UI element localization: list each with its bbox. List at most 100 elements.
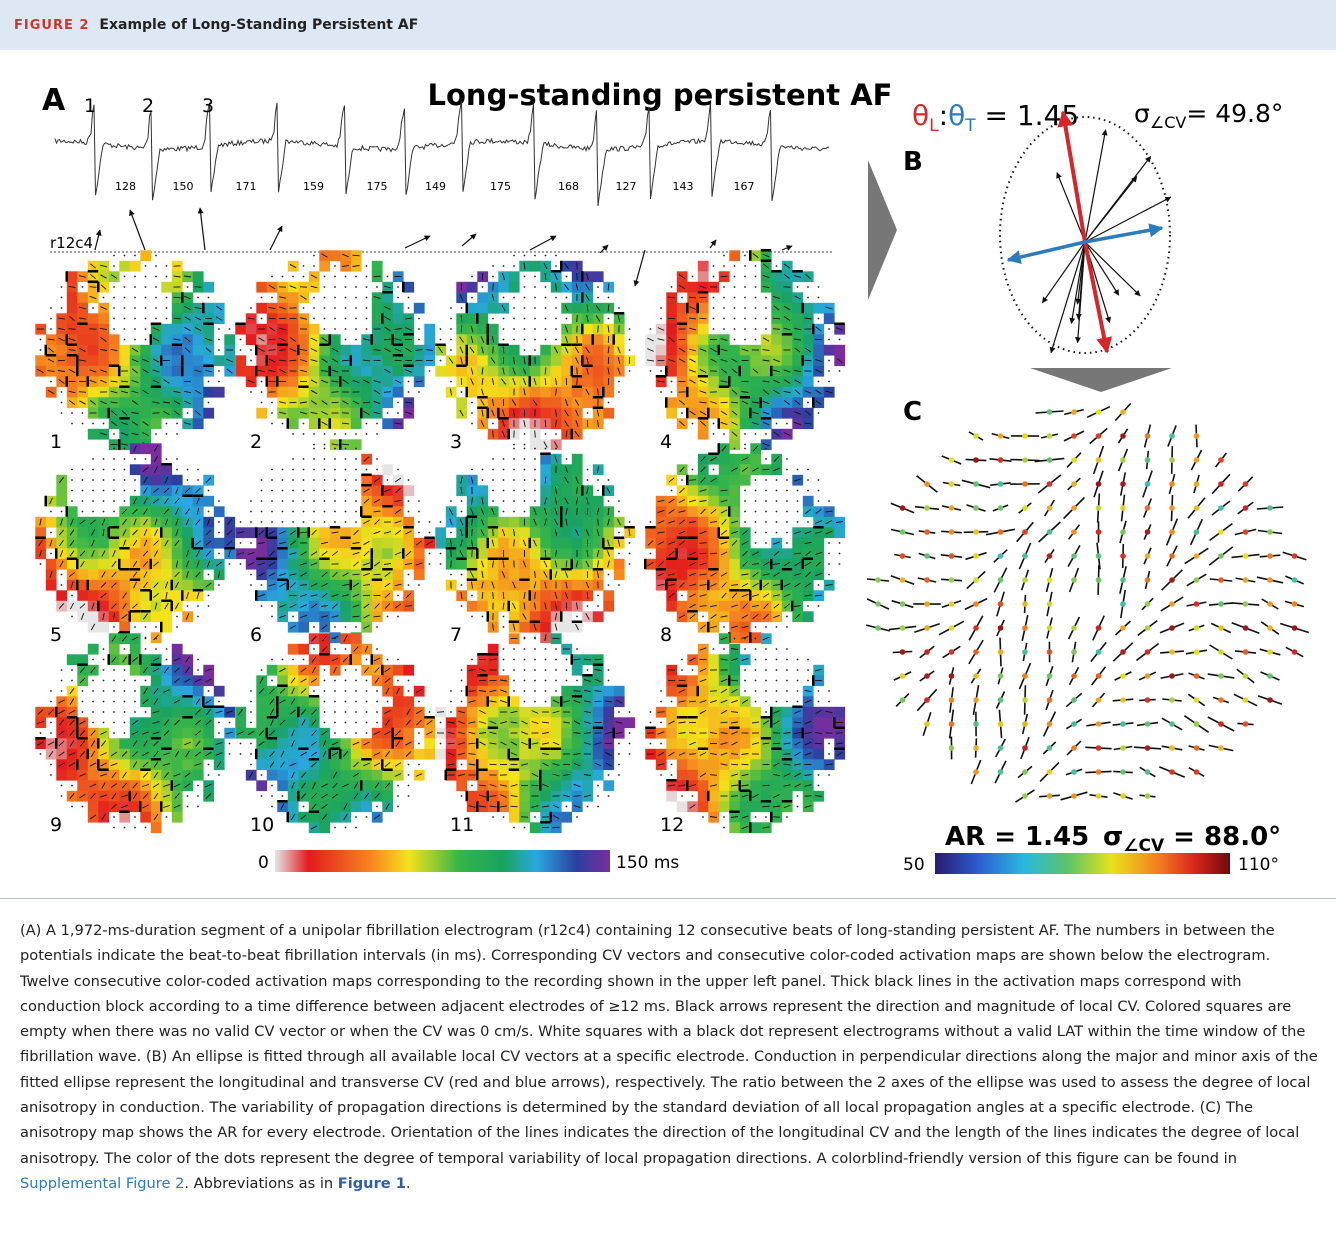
figure-header: FIGURE 2 Example of Long-Standing Persis… [0, 0, 1336, 50]
cv-arrow [290, 677, 296, 684]
cv-arrow [68, 710, 76, 714]
cv-arrow [90, 793, 96, 799]
empty-electrode [786, 500, 788, 502]
empty-electrode [60, 784, 63, 787]
activation-cell [350, 418, 362, 430]
empty-electrode [397, 795, 399, 797]
activation-cell [287, 790, 299, 802]
cv-arrow [164, 719, 169, 726]
cv-arrow [352, 265, 360, 267]
cv-arrow [80, 560, 85, 568]
empty-electrode [786, 458, 788, 460]
empty-electrode [155, 433, 157, 435]
cv-arrow [783, 400, 791, 405]
empty-electrode [123, 328, 126, 330]
cv-arrow [720, 380, 728, 383]
activation-cell [687, 506, 699, 518]
empty-electrode [544, 254, 547, 257]
cv-arrow [742, 603, 748, 609]
cv-arrow [492, 560, 494, 568]
activation-cell [245, 365, 257, 377]
activation-cell [561, 621, 573, 633]
activation-cell [150, 386, 162, 398]
cv-arrow [68, 752, 76, 756]
cv-arrow [100, 762, 107, 767]
empty-electrode [439, 552, 442, 555]
cv-arrow [584, 689, 591, 693]
cv-arrow [79, 793, 86, 799]
activation-cell [603, 685, 615, 697]
empty-electrode [397, 401, 399, 404]
activation-cell [519, 801, 531, 813]
cv-arrow [721, 582, 727, 588]
cv-arrow [657, 509, 665, 514]
cv-arrow [544, 507, 547, 516]
empty-electrode [376, 700, 378, 703]
activation-cell [592, 537, 604, 549]
cv-arrow [374, 603, 380, 609]
empty-electrode [544, 338, 547, 341]
cv-arrow [394, 520, 402, 524]
activation-map [235, 250, 436, 451]
empty-electrode [123, 721, 126, 724]
activation-cell [792, 313, 804, 325]
cv-arrow [450, 388, 452, 396]
cv-arrow [279, 667, 286, 673]
empty-electrode [60, 679, 63, 682]
cv-arrow [415, 709, 423, 715]
activation-cell [487, 516, 499, 528]
cv-arrow [353, 561, 359, 567]
activation-cell [676, 569, 688, 581]
activation-cell [571, 569, 583, 581]
cv-arrow [491, 378, 495, 385]
activation-cell [771, 334, 783, 346]
cv-arrow [374, 782, 380, 789]
cv-arrow [89, 783, 97, 788]
empty-electrode [460, 690, 463, 692]
empty-electrode [113, 489, 115, 492]
cv-vector [709, 239, 717, 249]
activation-cell [571, 386, 583, 398]
activation-cell [571, 464, 583, 476]
activation-cell [245, 323, 257, 335]
cv-arrow [544, 518, 547, 526]
cv-arrow [352, 772, 360, 778]
activation-cell [477, 769, 489, 781]
empty-electrode [239, 521, 242, 523]
activation-cell [298, 621, 310, 633]
cv-arrow [470, 476, 474, 484]
activation-cell [129, 611, 141, 623]
cv-arrow [501, 304, 506, 312]
empty-electrode [428, 711, 431, 713]
activation-cell [561, 685, 573, 697]
empty-electrode [418, 328, 420, 330]
cv-arrow [205, 783, 212, 788]
empty-electrode [186, 795, 189, 797]
empty-electrode [744, 338, 746, 341]
activation-cell [592, 376, 604, 388]
cv-arrow [575, 409, 579, 417]
cv-arrow [394, 422, 402, 425]
empty-electrode [71, 500, 73, 502]
cv-arrow [492, 283, 494, 291]
cv-arrow [783, 379, 791, 384]
empty-electrode [513, 254, 515, 257]
activation-cell [361, 780, 373, 792]
cv-arrow [279, 572, 286, 577]
cv-arrow [301, 782, 306, 789]
cv-vector [599, 244, 609, 254]
empty-electrode [81, 286, 84, 288]
activation-cell [256, 548, 268, 560]
cv-arrow [783, 316, 791, 321]
empty-electrode [628, 542, 631, 544]
empty-electrode [607, 479, 610, 481]
empty-electrode [775, 521, 778, 523]
cv-arrow [373, 275, 381, 278]
cv-arrow [299, 584, 308, 586]
cv-arrow [426, 720, 433, 725]
empty-electrode [418, 732, 420, 734]
cv-arrow [607, 325, 610, 333]
empty-electrode [534, 658, 536, 661]
cv-arrow [741, 457, 749, 461]
activation-cell [287, 664, 299, 676]
